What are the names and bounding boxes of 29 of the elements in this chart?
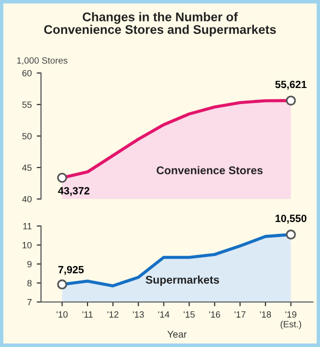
y-tick-label: 10	[22, 242, 32, 248]
chart-title: Changes in the Number of Convenience Stores and Supermarkets	[44, 12, 276, 36]
x-tick-label: '15	[184, 311, 195, 318]
x-tick-label: '17	[234, 311, 246, 318]
y-tick-label: 8	[27, 280, 32, 286]
y-axis-title: 1,000 Stores	[17, 57, 68, 65]
y-tick-label: 45	[22, 164, 32, 171]
y-tick-label: 60	[22, 70, 32, 76]
annotation: 10,550	[276, 214, 306, 224]
x-tick-label: '10	[56, 311, 68, 318]
y-tick-label: 9	[27, 260, 32, 268]
annotation: 43,372	[58, 187, 90, 196]
y-tick-label: 40	[22, 196, 32, 202]
x-tick-label: '11	[82, 311, 93, 318]
y-tick-label: 7	[27, 299, 32, 306]
x-tick-label: '12	[108, 311, 118, 318]
x-tick-label: '16	[209, 311, 220, 318]
series-label: Supermarkets	[146, 276, 220, 286]
annotation: 55,621	[275, 80, 307, 90]
x-tick-label: '13	[132, 311, 144, 318]
x-tick-label: '19 (Est.)	[280, 311, 302, 330]
y-tick-label: 50	[22, 132, 32, 140]
x-tick-label: '18	[260, 311, 271, 318]
x-axis-title: Year	[167, 330, 187, 338]
x-tick-label: '14	[158, 311, 170, 318]
y-tick-label: 55	[22, 102, 32, 108]
annotation: 7,925	[58, 266, 84, 275]
series-label: Convenience Stores	[156, 166, 263, 174]
y-tick-label: 11	[23, 223, 32, 230]
